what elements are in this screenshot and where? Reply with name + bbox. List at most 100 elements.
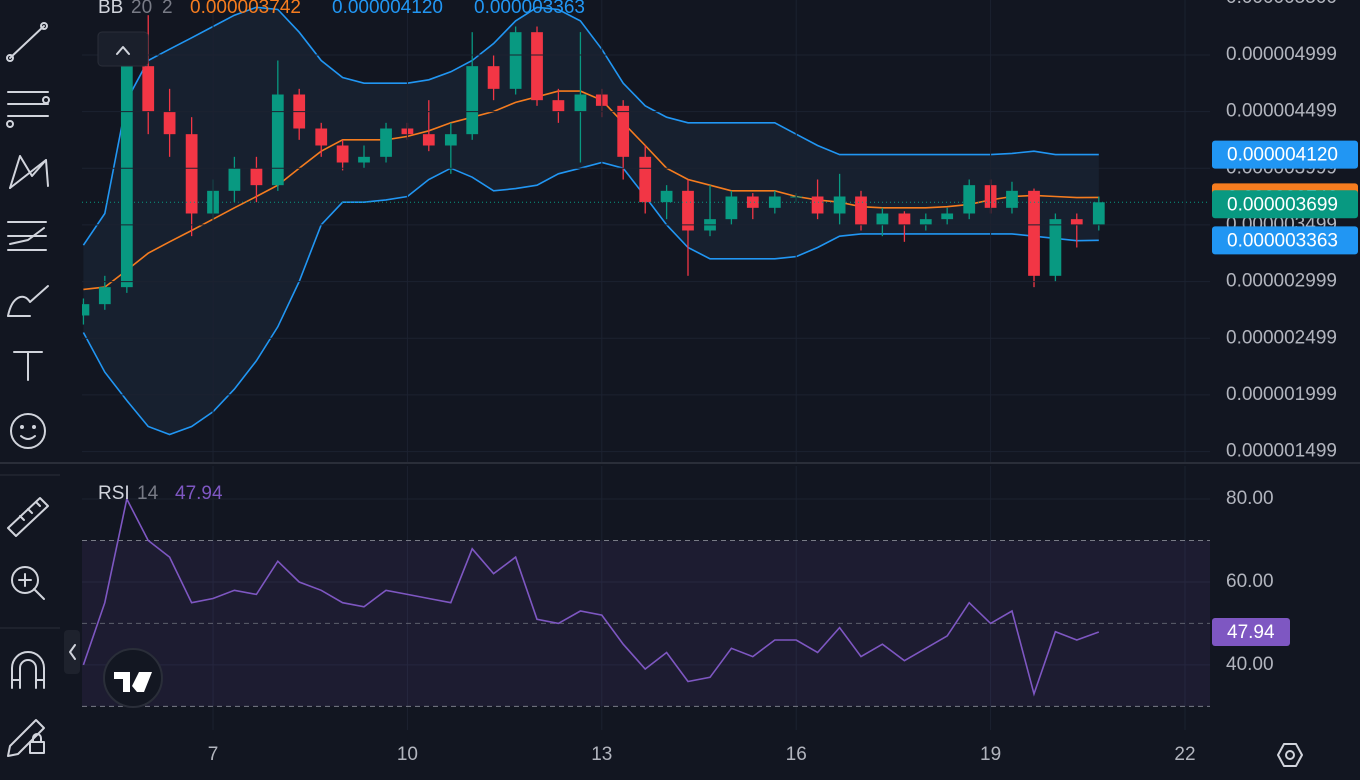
text-tool[interactable]: [13, 351, 43, 381]
legend-value: 0.000004120: [332, 0, 443, 18]
legend-value: 0.000003742: [190, 0, 301, 18]
candle-body: [746, 196, 759, 208]
candle-body: [250, 168, 263, 186]
legend-value: 47.94: [175, 483, 223, 504]
bb-band-fill: [83, 7, 1099, 435]
indicator-param: 2: [162, 0, 173, 18]
x-tick-label: 7: [208, 744, 219, 765]
candle-body: [336, 145, 349, 163]
candle-body: [1070, 219, 1083, 225]
candle-body: [531, 32, 543, 101]
candle-body: [682, 190, 694, 231]
candle-body: [315, 128, 328, 146]
fib-tool[interactable]: [6, 91, 50, 128]
forecast-tool[interactable]: [7, 221, 47, 251]
pattern-tool[interactable]: [9, 155, 49, 189]
candle-body: [552, 100, 565, 112]
toolbar: [0, 22, 60, 757]
indicator-name: BB: [98, 0, 123, 18]
price-tag-label: 0.000003363: [1227, 230, 1338, 251]
candle-body: [855, 196, 867, 225]
y-tick-label: 80.00: [1226, 488, 1274, 509]
lock-drawing-tool[interactable]: [7, 719, 45, 757]
candle-body: [941, 213, 954, 220]
price-pane: [82, 6, 1105, 436]
candle-body: [509, 32, 522, 89]
candle-body: [639, 156, 652, 203]
trend-line-tool[interactable]: [6, 22, 48, 62]
candle-body: [444, 134, 457, 146]
y-tick-label: 0.000002999: [1226, 271, 1337, 292]
x-tick-label: 10: [397, 744, 418, 765]
indicator-name: RSI: [98, 483, 130, 504]
settings-button[interactable]: [1277, 743, 1303, 767]
price-tag: [1212, 190, 1358, 219]
candle-body: [120, 66, 133, 288]
bb-line: [82, 161, 1099, 436]
y-tick-label: 40.00: [1226, 654, 1274, 675]
y-tick-label: 0.000004999: [1226, 44, 1337, 65]
candle-body: [228, 168, 241, 191]
candle-body: [919, 219, 932, 225]
bb-line: [82, 6, 1099, 246]
magnet-tool[interactable]: [11, 651, 45, 689]
y-tick-label: 0.000001499: [1226, 441, 1337, 462]
candle-body: [358, 156, 370, 163]
candle-body: [876, 213, 889, 225]
bb-line: [83, 90, 1099, 291]
candle-body: [1006, 190, 1018, 208]
candle-body: [725, 196, 738, 220]
candle-body: [898, 213, 911, 225]
collapse-legend-arrow: [116, 46, 130, 55]
x-tick-label: 16: [786, 744, 807, 765]
candle-body: [660, 190, 673, 203]
y-tick-label: 0.000005500: [1226, 0, 1337, 8]
indicator-param: 20: [131, 0, 152, 18]
y-tick-label: 0.000002499: [1226, 327, 1337, 348]
candle-body: [271, 94, 284, 186]
y-tick-label: 0.000004499: [1226, 101, 1337, 122]
x-tick-label: 22: [1174, 744, 1195, 765]
candle-body: [1049, 219, 1062, 276]
candle-body: [380, 128, 392, 157]
candle-body: [98, 287, 111, 305]
tradingview-logo[interactable]: [103, 648, 163, 708]
candle-body: [487, 66, 500, 89]
x-tick-label: 19: [980, 744, 1001, 765]
candle-body: [1092, 202, 1105, 225]
collapse-legend-button[interactable]: [97, 31, 149, 67]
x-tick-label: 13: [591, 744, 612, 765]
candle-body: [185, 134, 198, 214]
rsi-legend: RSI 14 47.94: [98, 483, 223, 504]
y-tick-label: 0.000001999: [1226, 384, 1337, 405]
rsi-tag-label: 47.94: [1227, 622, 1275, 643]
price-tags: 0.0000041200.0000037420.0000036990.00000…: [1212, 140, 1358, 646]
rsi-tag: [1212, 617, 1290, 646]
candle-body: [833, 196, 846, 214]
legend-value: 0.000003363: [474, 0, 585, 18]
candle-body: [82, 304, 90, 316]
zoom-tool[interactable]: [11, 566, 45, 600]
price-tag: [1212, 226, 1358, 255]
ruler-tool[interactable]: [7, 497, 49, 537]
y-tick-label: 60.00: [1226, 571, 1274, 592]
price-tag-label: 0.000003699: [1227, 194, 1338, 215]
candle-body: [163, 111, 176, 135]
collapse-toolbar-tab[interactable]: [64, 630, 80, 674]
price-tag-label: 0.000004120: [1227, 145, 1338, 166]
bb-legend: BB 20 2 0.000003742 0.000004120 0.000003…: [98, 0, 585, 18]
candle-body: [466, 66, 479, 135]
emoji-tool[interactable]: [10, 413, 46, 449]
indicator-param: 14: [137, 483, 159, 504]
candle-body: [963, 185, 976, 214]
candle-body: [1028, 190, 1040, 276]
candle-body: [142, 66, 155, 112]
candle-body: [617, 105, 630, 157]
brush-tool[interactable]: [7, 285, 49, 317]
collapse-arrow: [69, 644, 76, 660]
candle-body: [811, 196, 824, 214]
plot-area: 7 10 13 16 19 22 0.000005500 0.000004999 0.00000…: [82, 0, 1337, 765]
price-tag: [1212, 140, 1358, 169]
